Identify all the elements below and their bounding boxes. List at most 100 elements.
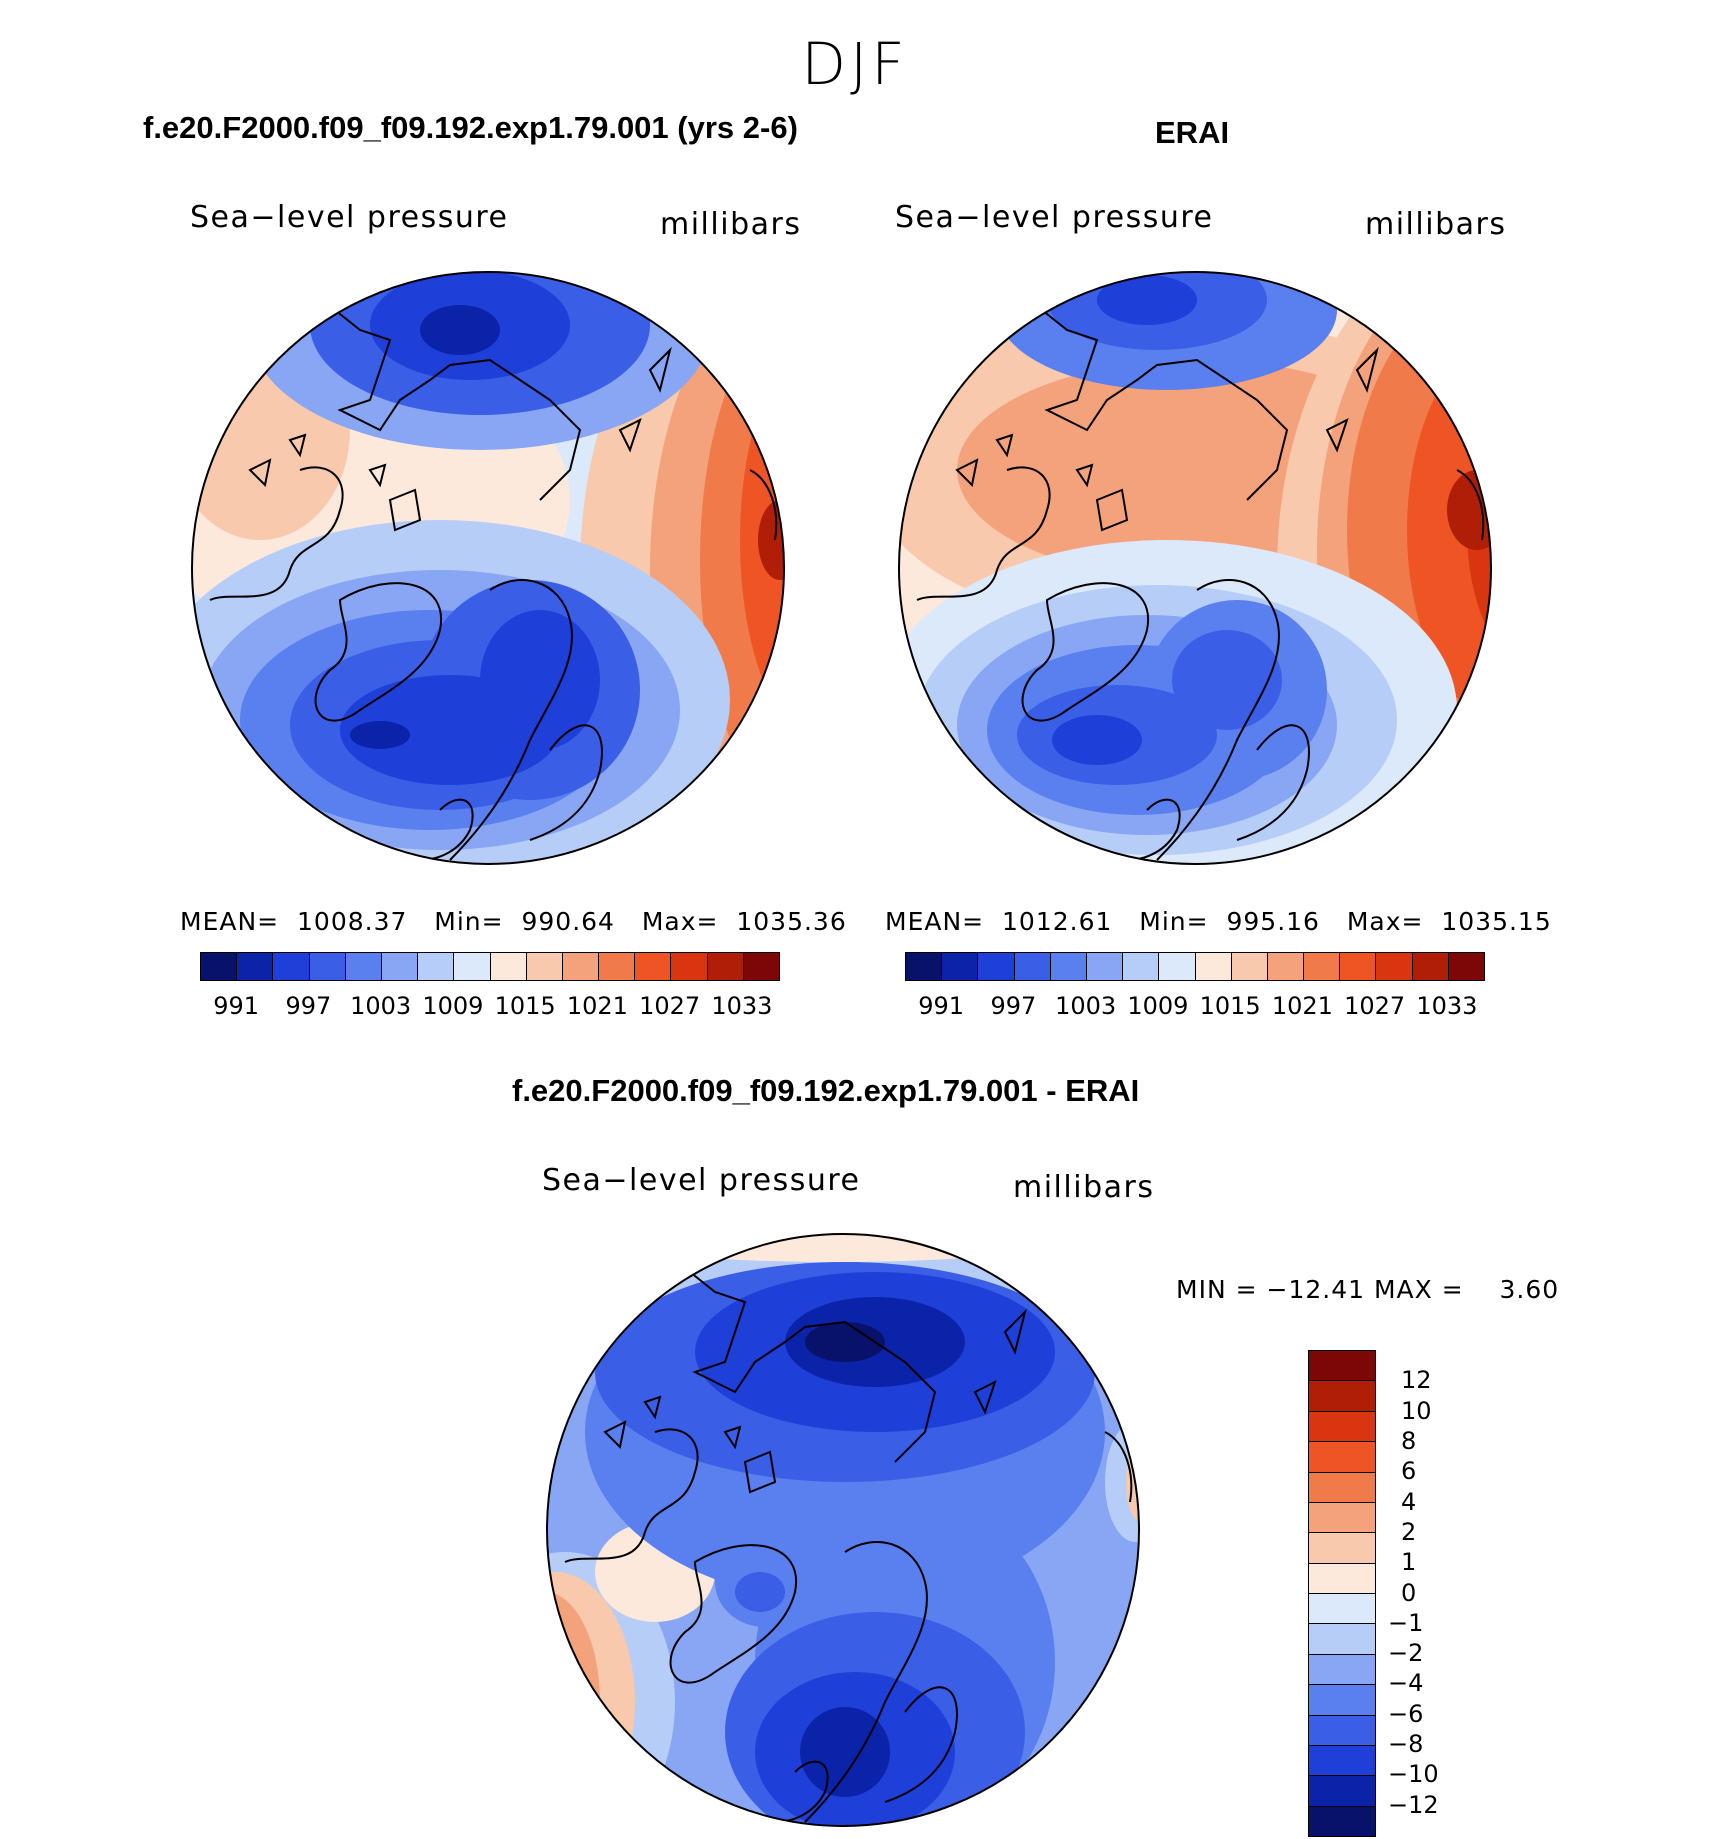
diff-min-label: MIN = xyxy=(1176,1275,1258,1304)
obs-min-value: 995.16 xyxy=(1226,907,1320,936)
obs-colorbar-tick-label: 991 xyxy=(918,992,965,1020)
obs-colorbar-swatch xyxy=(1340,953,1377,980)
obs-colorbar-swatch xyxy=(978,953,1015,980)
model-variable-label: Sea−level pressure xyxy=(190,200,509,235)
model-colorbar-tick-label: 991 xyxy=(213,992,260,1020)
model-colorbar-swatch xyxy=(671,953,708,980)
obs-colorbar-swatch xyxy=(1014,953,1051,980)
diff-colorbar-swatch xyxy=(1309,1806,1375,1836)
diff-colorbar xyxy=(1308,1350,1376,1837)
obs-colorbar-swatch xyxy=(1195,953,1232,980)
model-colorbar-swatch xyxy=(345,953,382,980)
obs-colorbar-swatch xyxy=(1412,953,1449,980)
diff-colorbar-swatch xyxy=(1309,1654,1375,1686)
model-colorbar-tick-label: 1021 xyxy=(566,992,628,1020)
obs-max-value: 1035.15 xyxy=(1441,907,1552,936)
diff-colorbar-swatch xyxy=(1309,1442,1375,1473)
model-panel-title: f.e20.F2000.f09_f09.192.exp1.79.001 (yrs… xyxy=(143,110,798,145)
diff-colorbar-tick-label: −4 xyxy=(1388,1669,1424,1698)
obs-colorbar-swatch xyxy=(1376,953,1413,980)
obs-polar-map xyxy=(898,271,1492,865)
model-colorbar-swatch xyxy=(490,953,527,980)
model-min-value: 990.64 xyxy=(521,907,615,936)
diff-stats: MIN = −12.41 MAX = 3.60 xyxy=(1176,1275,1559,1304)
model-mean-label: MEAN= xyxy=(180,907,280,936)
model-colorbar-swatch xyxy=(743,953,779,980)
obs-colorbar-swatch xyxy=(1304,953,1341,980)
diff-colorbar-tick-label: −6 xyxy=(1388,1699,1424,1728)
diff-colorbar-swatch xyxy=(1309,1745,1375,1777)
model-colorbar-ticks: 991 997 1003 1009 1015 1021 1027 1033 xyxy=(200,992,778,1022)
obs-colorbar-tick-label: 1033 xyxy=(1416,992,1478,1020)
obs-colorbar-tick-label: 1015 xyxy=(1199,992,1261,1020)
obs-stats: MEAN= 1012.61 Min= 995.16 Max= 1035.15 xyxy=(885,907,1552,936)
model-colorbar-swatch xyxy=(381,953,419,980)
diff-colorbar-tick-label: −8 xyxy=(1388,1730,1424,1759)
diff-colorbar-swatch xyxy=(1309,1715,1375,1746)
diff-colorbar-tick-label: 1 xyxy=(1401,1548,1417,1577)
obs-units-label: millibars xyxy=(1365,207,1507,242)
diff-colorbar-swatch xyxy=(1309,1533,1375,1564)
obs-colorbar-tick-label: 997 xyxy=(990,992,1037,1020)
diff-panel-title: f.e20.F2000.f09_f09.192.exp1.79.001 - ER… xyxy=(512,1073,1140,1108)
obs-mean-value: 1012.61 xyxy=(1002,907,1113,936)
obs-colorbar-swatch xyxy=(942,953,979,980)
model-colorbar-tick-label: 997 xyxy=(285,992,332,1020)
diff-colorbar-tick-label: 0 xyxy=(1401,1578,1417,1607)
diff-colorbar-tick-label: 10 xyxy=(1401,1396,1432,1425)
obs-colorbar xyxy=(905,952,1485,981)
diff-colorbar-tick-label: −1 xyxy=(1388,1608,1424,1637)
model-polar-map xyxy=(191,271,785,865)
diff-colorbar-swatch xyxy=(1309,1351,1375,1382)
obs-colorbar-swatch xyxy=(1123,953,1160,980)
obs-colorbar-swatch xyxy=(1448,953,1484,980)
model-stats: MEAN= 1008.37 Min= 990.64 Max= 1035.36 xyxy=(180,907,847,936)
model-colorbar-swatch xyxy=(599,953,636,980)
obs-variable-label: Sea−level pressure xyxy=(895,200,1214,235)
obs-mean-label: MEAN= xyxy=(885,907,985,936)
diff-colorbar-swatch xyxy=(1309,1411,1375,1443)
model-colorbar-swatch xyxy=(237,953,274,980)
model-colorbar-tick-label: 1033 xyxy=(711,992,773,1020)
diff-colorbar-tick-label: 2 xyxy=(1401,1517,1417,1546)
obs-colorbar-swatch xyxy=(1086,953,1124,980)
obs-colorbar-swatch xyxy=(1231,953,1268,980)
model-colorbar-swatch xyxy=(562,953,600,980)
obs-colorbar-swatch xyxy=(1267,953,1305,980)
model-colorbar-tick-label: 1015 xyxy=(494,992,556,1020)
obs-colorbar-swatch xyxy=(906,953,943,980)
diff-max-label: MAX = xyxy=(1373,1275,1464,1304)
model-colorbar-tick-label: 1003 xyxy=(350,992,412,1020)
obs-colorbar-tick-label: 1003 xyxy=(1055,992,1117,1020)
model-max-value: 1035.36 xyxy=(736,907,847,936)
diff-max-value: 3.60 xyxy=(1499,1275,1560,1304)
diff-colorbar-swatch xyxy=(1309,1563,1375,1594)
diff-colorbar-tick-label: 8 xyxy=(1401,1426,1417,1455)
obs-colorbar-ticks: 991 997 1003 1009 1015 1021 1027 1033 xyxy=(905,992,1483,1022)
obs-colorbar-tick-label: 1021 xyxy=(1271,992,1333,1020)
diff-colorbar-swatch xyxy=(1309,1685,1375,1716)
diff-polar-map xyxy=(546,1233,1140,1827)
model-colorbar-swatch xyxy=(526,953,563,980)
diff-colorbar-tick-label: −12 xyxy=(1388,1790,1439,1819)
diff-colorbar-tick-label: 6 xyxy=(1401,1457,1417,1486)
diff-colorbar-swatch xyxy=(1309,1776,1375,1807)
model-colorbar-tick-label: 1027 xyxy=(639,992,701,1020)
model-mean-value: 1008.37 xyxy=(297,907,408,936)
diff-colorbar-swatch xyxy=(1309,1381,1375,1412)
diff-units-label: millibars xyxy=(1013,1170,1155,1205)
diff-colorbar-tick-label: −2 xyxy=(1388,1639,1424,1668)
obs-colorbar-tick-label: 1009 xyxy=(1127,992,1189,1020)
diff-colorbar-swatch xyxy=(1309,1472,1375,1503)
obs-colorbar-tick-label: 1027 xyxy=(1344,992,1406,1020)
figure-title: DJF xyxy=(801,30,909,98)
obs-colorbar-swatch xyxy=(1159,953,1196,980)
model-colorbar-swatch xyxy=(454,953,491,980)
obs-colorbar-swatch xyxy=(1050,953,1087,980)
obs-max-label: Max= xyxy=(1346,907,1424,936)
diff-variable-label: Sea−level pressure xyxy=(542,1163,861,1198)
model-min-label: Min= xyxy=(434,907,504,936)
diff-min-value: −12.41 xyxy=(1266,1275,1366,1304)
model-colorbar-swatch xyxy=(418,953,455,980)
model-colorbar-swatch xyxy=(635,953,672,980)
